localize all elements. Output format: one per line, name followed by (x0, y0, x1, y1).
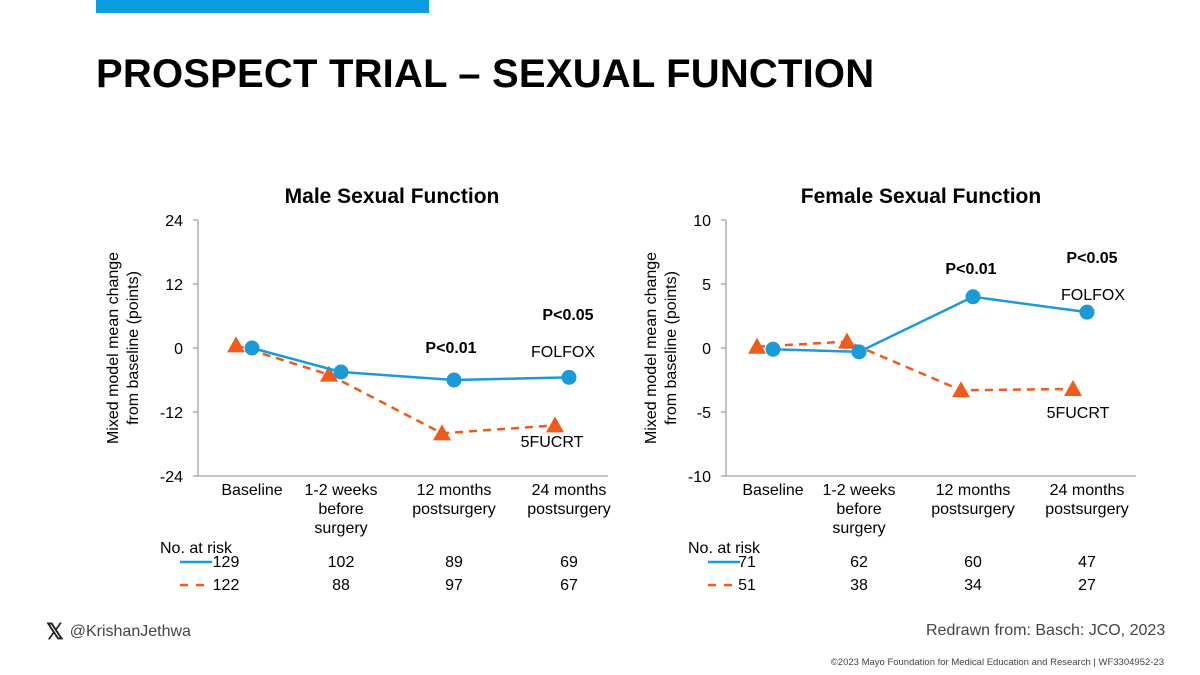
y-axis-label-line: Mixed model mean change (643, 252, 660, 444)
x-category-label: Baseline (221, 482, 282, 499)
risk-count: 47 (1078, 554, 1096, 571)
x-category-label: Baseline (742, 482, 803, 499)
y-tick-label: -12 (160, 405, 183, 422)
x-category-label: postsurgery (527, 501, 611, 518)
data-point-folfox (765, 341, 781, 357)
risk-table-label: No. at risk (688, 540, 761, 557)
data-point-5fucrt (838, 332, 856, 349)
series-line-5fucrt (756, 340, 1074, 392)
series-label-folfox: FOLFOX (531, 344, 595, 361)
data-point-folfox (1079, 304, 1095, 320)
y-axis-label: Mixed model mean change from baseline (po… (643, 252, 680, 444)
data-point-5fucrt (952, 381, 970, 398)
risk-count: 129 (213, 554, 240, 571)
y-tick-label: 5 (702, 277, 711, 294)
series-label-folfox: FOLFOX (1061, 287, 1125, 304)
series-line-folfox (772, 295, 1088, 354)
data-point-folfox (851, 344, 867, 360)
x-category-label: postsurgery (931, 501, 1015, 518)
data-point-5fucrt (1064, 379, 1082, 396)
x-category-label: surgery (314, 520, 367, 537)
x-category-label: 1-2 weeks (305, 482, 378, 499)
x-category-label: before (318, 501, 363, 518)
p-value-annotation: P<0.05 (1066, 250, 1117, 267)
x-category-label: 12 months (936, 482, 1011, 499)
y-tick-label: 10 (693, 213, 711, 230)
social-handle: 𝕏 @KrishanJethwa (46, 621, 191, 643)
x-logo-icon: 𝕏 (46, 619, 64, 644)
x-category-label: 12 months (417, 482, 492, 499)
p-value-annotation: P<0.01 (945, 261, 996, 278)
series-line-5fucrt (235, 344, 556, 435)
y-tick-label: 24 (165, 213, 183, 230)
chart-panel-male: Male Sexual Function 24 12 0 -12 -24 Mixed mod… (105, 185, 611, 594)
risk-count: 88 (332, 577, 350, 594)
chart-title: Female Sexual Function (801, 185, 1041, 208)
y-tick-label: 12 (165, 277, 183, 294)
x-category-label: postsurgery (1045, 501, 1129, 518)
risk-count: 67 (560, 577, 578, 594)
data-point-folfox (244, 340, 260, 356)
x-category-label: before (836, 501, 881, 518)
risk-count: 122 (213, 577, 240, 594)
series-line-folfox (251, 346, 570, 382)
risk-count: 69 (560, 554, 578, 571)
y-tick-label: 0 (702, 341, 711, 358)
y-tick-label: -5 (697, 405, 711, 422)
p-value-annotation: P<0.01 (425, 340, 476, 357)
y-axis-label-line: Mixed model mean change (105, 252, 122, 444)
risk-count: 60 (964, 554, 982, 571)
handle-text: @KrishanJethwa (69, 623, 191, 640)
risk-count: 62 (850, 554, 868, 571)
data-point-5fucrt (227, 336, 245, 353)
series-label-5fucrt: 5FUCRT (1047, 405, 1110, 422)
risk-count: 89 (445, 554, 463, 571)
x-category-label: surgery (832, 520, 885, 537)
x-category-label: 24 months (532, 482, 607, 499)
data-point-5fucrt (320, 365, 338, 382)
risk-count: 27 (1078, 577, 1096, 594)
risk-count: 71 (738, 554, 756, 571)
x-category-label: postsurgery (412, 501, 496, 518)
data-point-5fucrt (748, 337, 766, 354)
y-axis-label-line: from baseline (points) (663, 271, 680, 425)
series-label-5fucrt: 5FUCRT (521, 434, 584, 451)
y-axis-label: Mixed model mean change from baseline (po… (105, 252, 142, 444)
risk-count: 102 (328, 554, 355, 571)
y-tick-label: -10 (688, 469, 711, 486)
chart-title: Male Sexual Function (285, 185, 500, 208)
data-point-5fucrt (546, 416, 564, 433)
risk-count: 97 (445, 577, 463, 594)
y-tick-label: -24 (160, 469, 183, 486)
x-category-label: 1-2 weeks (823, 482, 896, 499)
data-point-folfox (965, 289, 981, 305)
x-category-label: 24 months (1050, 482, 1125, 499)
y-axis-label-line: from baseline (points) (125, 271, 142, 425)
risk-count: 34 (964, 577, 982, 594)
risk-count: 38 (850, 577, 868, 594)
risk-count: 51 (738, 577, 756, 594)
risk-table-label: No. at risk (160, 540, 233, 557)
data-point-folfox (333, 364, 349, 380)
p-value-annotation: P<0.05 (542, 307, 593, 324)
data-point-folfox (561, 369, 577, 385)
source-note: Redrawn from: Basch: JCO, 2023 (926, 622, 1166, 639)
data-point-5fucrt (433, 424, 451, 441)
data-point-folfox (446, 372, 462, 388)
y-tick-label: 0 (174, 341, 183, 358)
accent-bar (96, 0, 429, 13)
slide-title: PROSPECT TRIAL – SEXUAL FUNCTION (96, 52, 875, 96)
copyright: ©2023 Mayo Foundation for Medical Educat… (830, 657, 1164, 668)
chart-panel-female: Female Sexual Function 10 5 0 -5 -10 Mixed mod… (643, 185, 1136, 594)
